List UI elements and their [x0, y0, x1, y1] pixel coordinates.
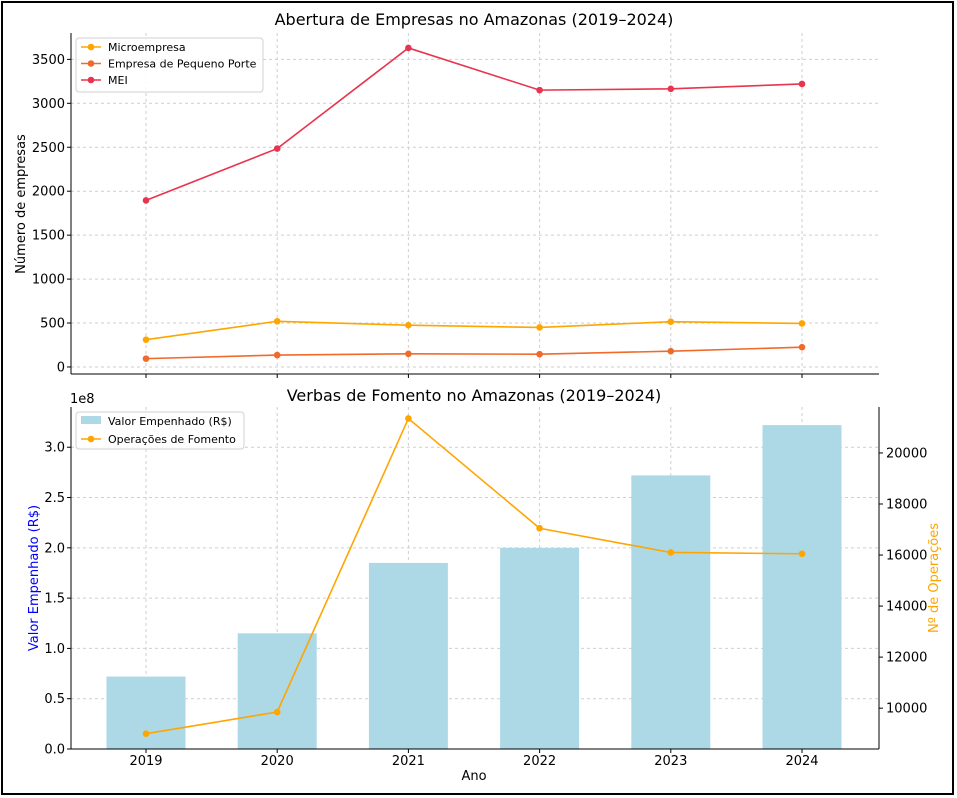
chart1-point-empresa-de-pequeno-porte [667, 347, 675, 355]
chart2-point-operacoes [798, 550, 806, 558]
chart2-y-offset-label: 1e8 [70, 392, 95, 407]
chart2-legend-box [75, 411, 245, 450]
chart1-ytick-label: 3000 [32, 97, 65, 112]
chart1-series-line-empresa-de-pequeno-porte [145, 346, 803, 360]
chart2-point-operacoes [536, 524, 543, 532]
chart2-point-operacoes [273, 708, 281, 716]
chart1-legend-marker [87, 60, 95, 67]
chart1-ytick-label: 500 [40, 317, 65, 332]
chart1-point-empresa-de-pequeno-porte [405, 350, 412, 358]
chart2-xlabel: Ano [461, 769, 486, 784]
chart2-bar-2022 [500, 547, 580, 749]
chart1-ytick-label: 0 [57, 360, 65, 375]
chart2-series-line-operacoes [145, 417, 803, 735]
chart2-y2tick-label: 18000 [886, 497, 927, 512]
chart2-y2tick-label: 10000 [886, 702, 927, 717]
chart1-point-empresa-de-pequeno-porte [798, 343, 806, 351]
chart2-bar-2023 [631, 475, 711, 749]
chart1-ytick-label: 1500 [32, 229, 65, 244]
chart2-bar-2021 [368, 562, 448, 749]
chart1-point-empresa-de-pequeno-porte [142, 355, 150, 362]
chart1-ytick-label: 2000 [32, 185, 65, 200]
chart1-point-microempresa [798, 320, 806, 327]
chart1-point-mei [142, 197, 150, 204]
chart1-point-empresa-de-pequeno-porte [273, 351, 281, 359]
chart1-point-microempresa [142, 336, 150, 344]
chart1-point-microempresa [667, 318, 675, 326]
chart2-legend-swatch-bar [81, 416, 101, 424]
chart1-ytick-label: 1000 [32, 273, 65, 288]
chart1-series-line-microempresa [145, 320, 803, 341]
chart1-legend-label: Empresa de Pequeno Porte [108, 58, 257, 71]
chart1-point-mei [273, 145, 281, 152]
chart1-ylabel: Número de empresas [14, 134, 29, 274]
chart2-y2tick-label: 14000 [886, 600, 927, 615]
chart2-ytick-label: 3.0 [44, 441, 65, 456]
chart1-point-mei [405, 44, 412, 52]
chart2-bar-2019 [106, 676, 186, 749]
chart1-ytick-label: 3500 [32, 53, 65, 68]
chart2-xtick-label: 2020 [261, 754, 294, 769]
chart2-y2tick-label: 16000 [886, 549, 927, 564]
chart2-legend-label: Operações de Fomento [108, 433, 236, 446]
chart2-xtick-label: 2023 [654, 754, 687, 769]
chart2-y2label: Nº de Operações [927, 523, 942, 633]
chart1-point-microempresa [405, 321, 412, 329]
chart1-ytick-label: 2500 [32, 141, 65, 156]
chart1-legend-marker [87, 76, 95, 84]
chart2-ytick-label: 2.0 [44, 541, 65, 556]
chart1-legend-box [75, 37, 264, 93]
chart2-point-operacoes [667, 549, 675, 556]
chart2-legend-label: Valor Empenhado (R$) [108, 415, 232, 428]
chart2-title: Verbas de Fomento no Amazonas (2019–2024… [287, 386, 662, 405]
chart2-ylabel: Valor Empenhado (R$) [27, 505, 42, 651]
chart2-ytick-label: 1.5 [44, 592, 65, 607]
chart2-ytick-label: 0.0 [44, 743, 65, 758]
chart1-point-mei [667, 85, 675, 93]
chart2-legend-marker [87, 435, 95, 443]
chart1-legend-label: Microempresa [108, 41, 186, 54]
chart1-legend-marker [87, 43, 95, 51]
chart2-ytick-label: 1.0 [44, 642, 65, 657]
chart2-y2tick-label: 12000 [886, 651, 927, 666]
chart2-xtick-label: 2024 [785, 754, 818, 769]
chart1-point-microempresa [536, 324, 543, 331]
chart2-xtick-label: 2019 [129, 754, 162, 769]
chart2-y2tick-label: 20000 [886, 446, 927, 461]
chart1-title: Abertura de Empresas no Amazonas (2019–2… [275, 10, 674, 29]
chart1-point-mei [536, 86, 543, 94]
chart2-point-operacoes [142, 730, 150, 737]
chart1-series-line-mei [145, 47, 803, 202]
chart2-xtick-label: 2022 [523, 754, 556, 769]
chart2-point-operacoes [405, 415, 412, 422]
chart2-ytick-label: 0.5 [44, 692, 65, 707]
chart1-legend-label: MEI [108, 74, 128, 87]
chart1-point-mei [798, 80, 806, 88]
chart2-bar-2024 [762, 425, 842, 749]
chart1-point-empresa-de-pequeno-porte [536, 350, 543, 358]
chart2-ytick-label: 2.5 [44, 491, 65, 506]
chart2-xtick-label: 2021 [392, 754, 425, 769]
chart1-point-microempresa [273, 317, 281, 325]
